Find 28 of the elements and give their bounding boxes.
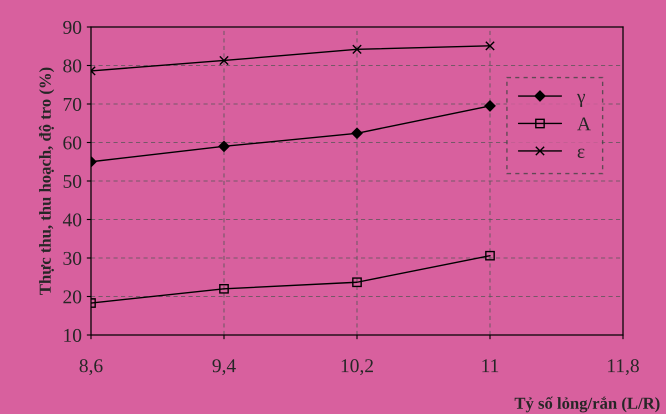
- point: [351, 128, 363, 139]
- x-axis-title: Tỷ số lỏng/rắn (L/R): [514, 396, 660, 412]
- y-tick-label: 70: [64, 98, 82, 111]
- point: [484, 100, 496, 112]
- x-tick-label: 10,2: [342, 359, 373, 376]
- y-tick-label: 80: [63, 59, 82, 72]
- legend-label: ε: [578, 148, 585, 158]
- point: [485, 250, 495, 261]
- point: [485, 41, 495, 51]
- point: [219, 284, 229, 294]
- x-tick-label: 8,6: [80, 359, 103, 376]
- legend-label: A: [577, 117, 591, 130]
- point: [352, 44, 362, 54]
- point: [218, 140, 230, 152]
- y-tick-label: 20: [63, 290, 82, 304]
- y-tick-label: 40: [62, 213, 82, 226]
- point: [219, 56, 229, 66]
- y-tick-label: 90: [63, 20, 82, 34]
- legend-label: γ: [576, 94, 586, 107]
- y-tick-label: 10: [64, 328, 82, 342]
- point: [352, 277, 362, 288]
- y-tick-label: 50: [64, 174, 82, 188]
- y-tick-label: 30: [63, 252, 82, 265]
- x-tick-label: 9,4: [212, 359, 236, 376]
- x-tick-label: 11,8: [608, 359, 639, 376]
- y-tick-label: 60: [63, 136, 82, 150]
- x-tick-label: 11: [482, 359, 498, 372]
- y-axis-title: Thực thu, thu hoạch, độ tro (%): [38, 68, 54, 295]
